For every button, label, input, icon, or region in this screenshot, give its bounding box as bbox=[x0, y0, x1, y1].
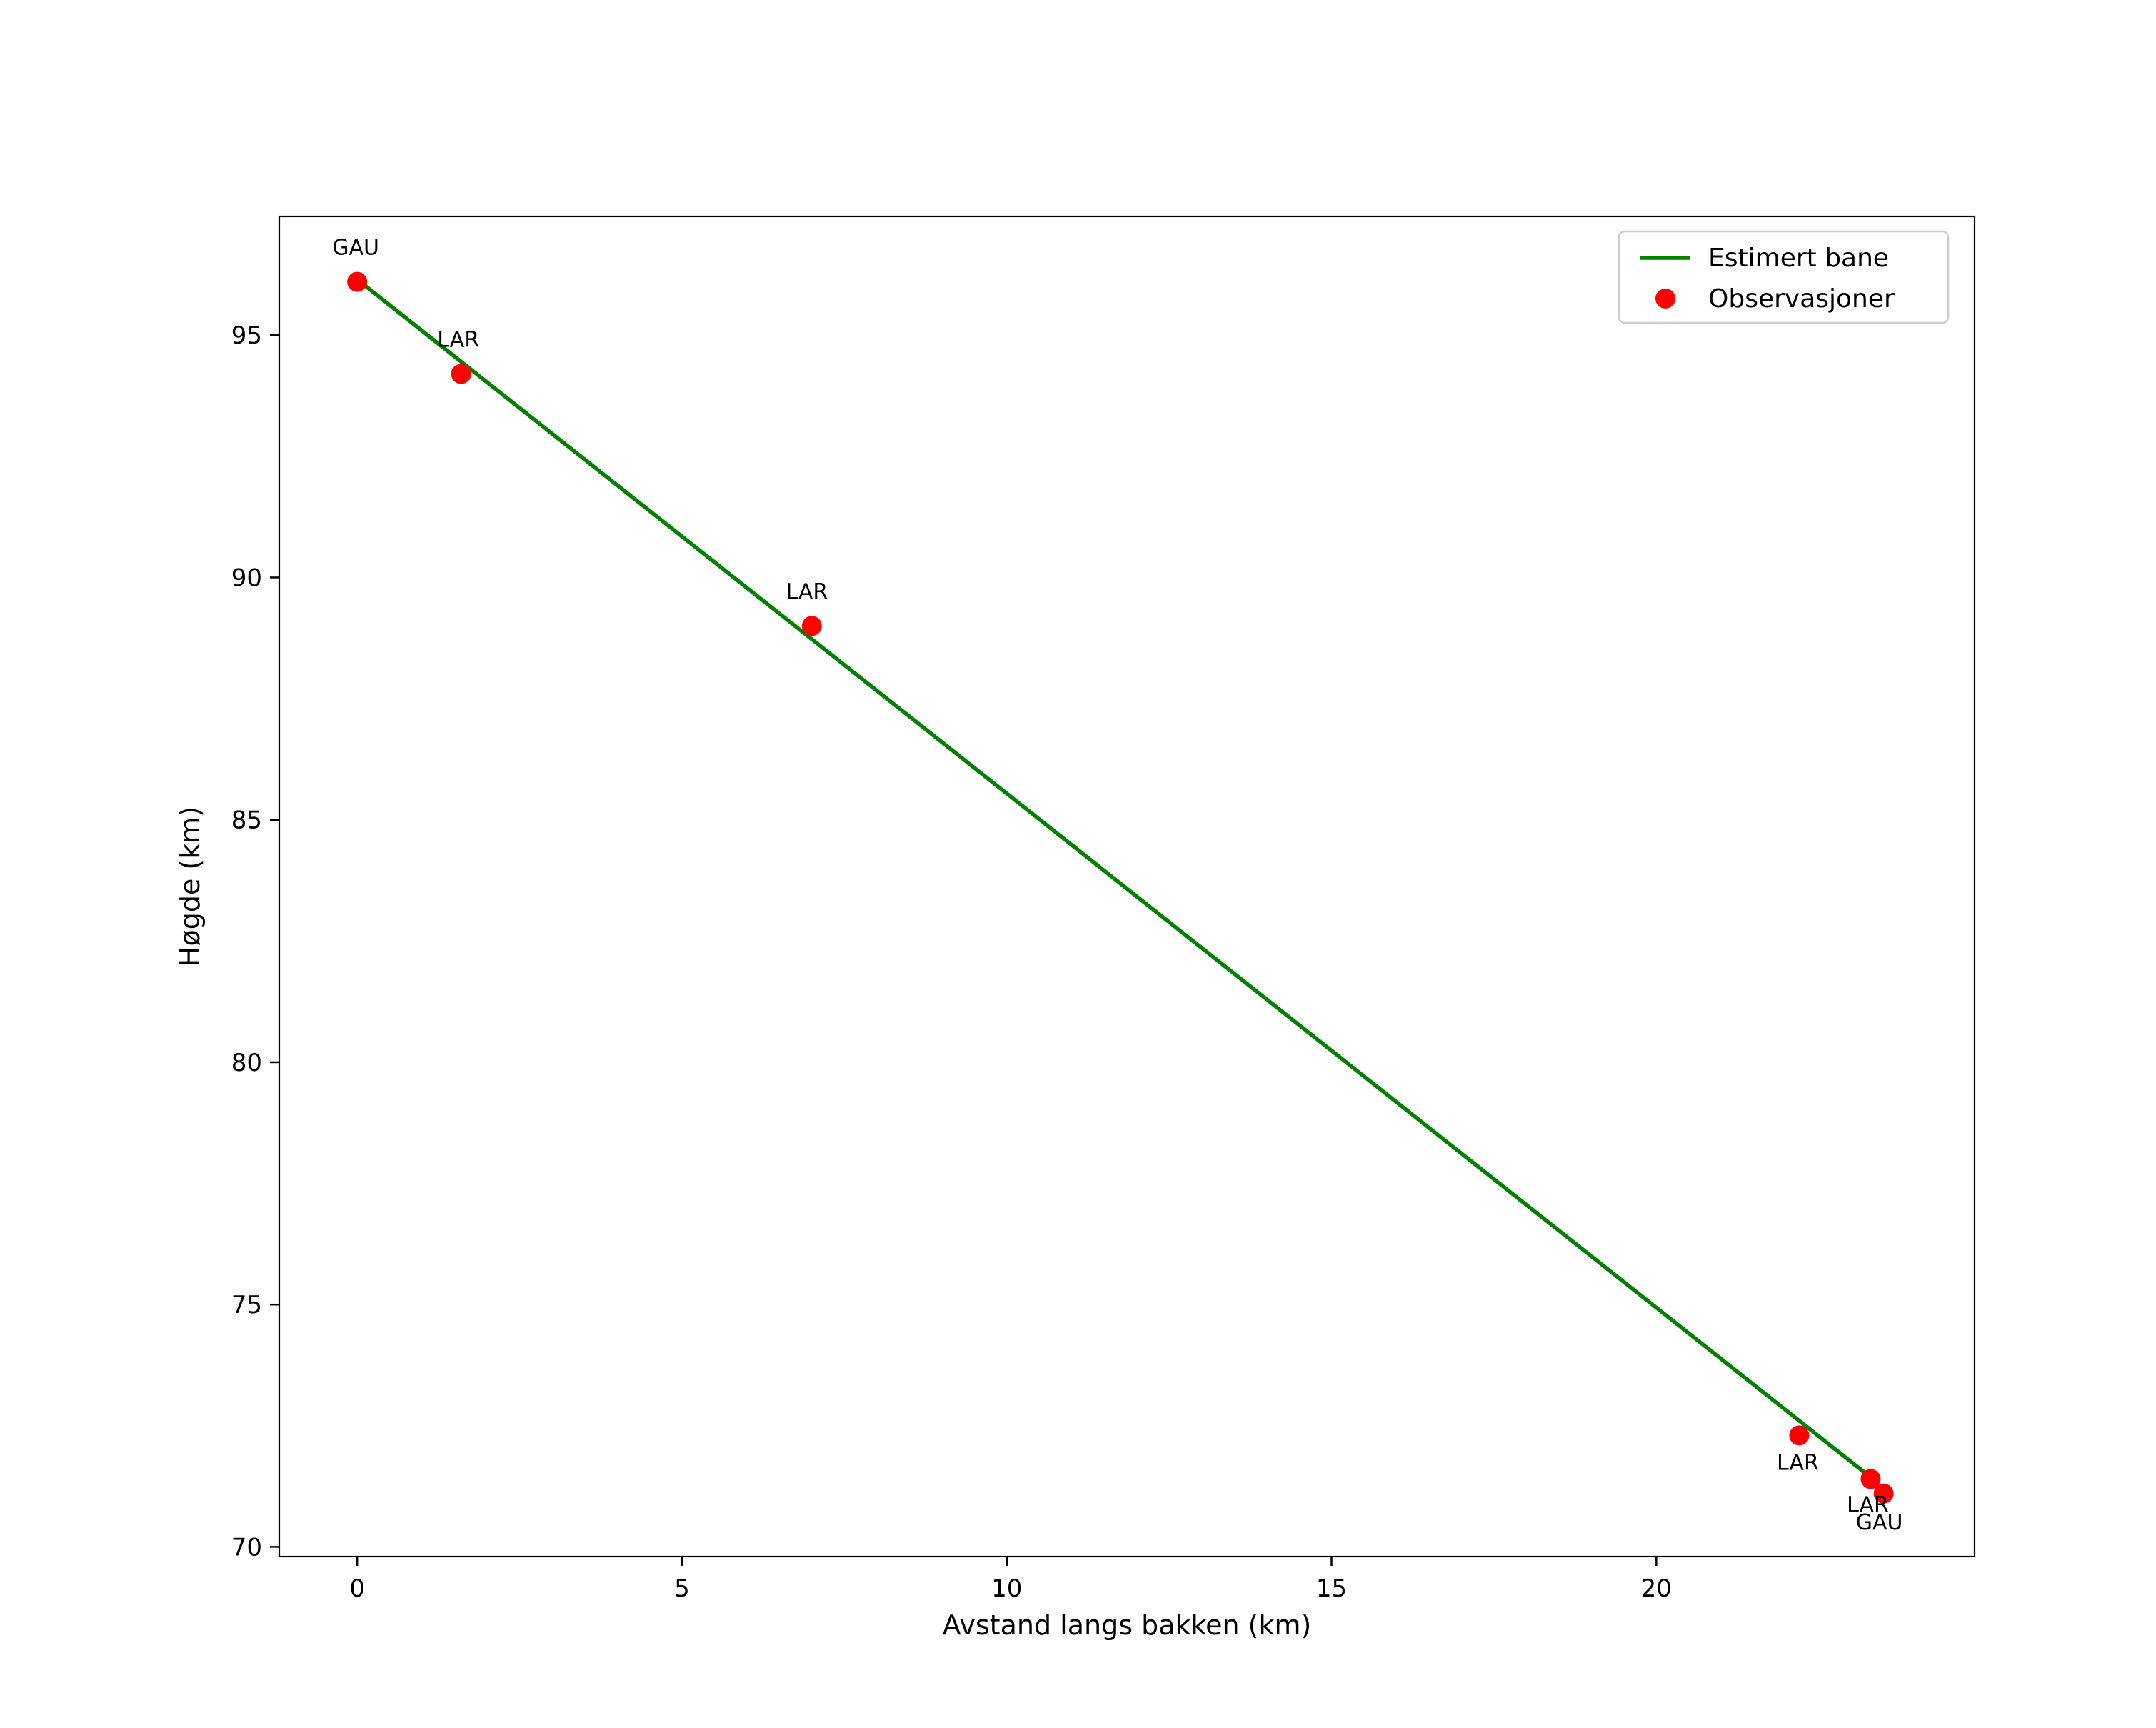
y-tick-label: 75 bbox=[231, 1291, 262, 1319]
x-tick-label: 20 bbox=[1641, 1574, 1672, 1603]
y-tick-label: 95 bbox=[231, 321, 262, 350]
legend-marker-sample bbox=[1655, 289, 1675, 309]
observation-label: LAR bbox=[437, 328, 479, 353]
y-tick-label: 90 bbox=[231, 564, 262, 592]
y-axis-label: Høgde (km) bbox=[174, 806, 206, 967]
observation-point bbox=[1789, 1425, 1810, 1446]
y-tick-label: 80 bbox=[231, 1049, 262, 1077]
observation-point bbox=[1873, 1483, 1894, 1504]
x-tick-label: 10 bbox=[991, 1574, 1022, 1603]
observation-point bbox=[347, 271, 368, 292]
legend-label-line: Estimert bane bbox=[1708, 244, 1889, 273]
observation-point bbox=[801, 616, 822, 636]
x-tick-label: 0 bbox=[349, 1574, 365, 1603]
series-observations bbox=[347, 271, 1894, 1504]
y-tick-label: 70 bbox=[231, 1533, 262, 1562]
axes-ticks: 0 5 10 15 20 70 75 80 85 90 95 bbox=[231, 321, 1672, 1603]
legend: Estimert bane Observasjoner bbox=[1618, 230, 1950, 324]
y-tick-label: 85 bbox=[231, 806, 262, 835]
x-axis-label: Avstand langs bakken (km) bbox=[943, 1609, 1312, 1641]
axes-spines bbox=[278, 215, 1976, 1558]
series-line bbox=[355, 277, 1880, 1484]
x-tick-label: 5 bbox=[674, 1574, 690, 1603]
observation-point bbox=[1860, 1469, 1881, 1489]
observation-label: GAU bbox=[332, 236, 379, 261]
observation-point bbox=[451, 364, 471, 384]
estimated-trajectory-line bbox=[355, 277, 1880, 1484]
legend-label-observations: Observasjoner bbox=[1708, 284, 1895, 314]
observation-label: LAR bbox=[1847, 1492, 1889, 1517]
observation-label: LAR bbox=[786, 579, 828, 604]
legend-box bbox=[1618, 230, 1950, 324]
observation-label: GAU bbox=[1856, 1510, 1903, 1535]
plot-border bbox=[278, 215, 1976, 1558]
observation-label: LAR bbox=[1777, 1450, 1819, 1475]
x-tick-label: 15 bbox=[1316, 1574, 1347, 1603]
